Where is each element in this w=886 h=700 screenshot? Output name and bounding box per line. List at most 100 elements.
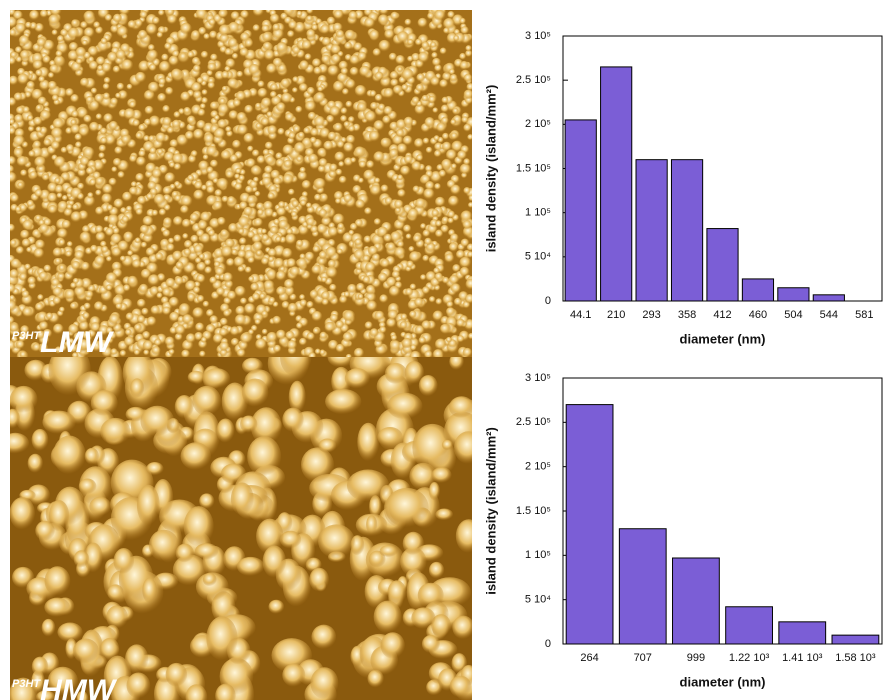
image-grain (348, 125, 355, 132)
image-grain (297, 258, 308, 269)
image-grain (232, 140, 241, 149)
image-grain (269, 600, 285, 614)
image-grain (155, 252, 164, 261)
image-grain (407, 56, 413, 62)
image-grain (65, 250, 72, 257)
image-grain (464, 89, 474, 99)
image-grain (146, 24, 157, 35)
y-tick-label: 2.5 10⁵ (516, 416, 551, 428)
image-grain (255, 103, 262, 110)
image-grain (421, 42, 429, 50)
image-grain (200, 103, 206, 109)
image-grain (254, 218, 263, 227)
image-grain (266, 111, 273, 118)
image-grain (252, 293, 260, 301)
image-grain (328, 132, 337, 141)
image-grain (53, 247, 63, 257)
image-grain (278, 201, 285, 208)
y-tick-label: 3 10⁵ (525, 372, 551, 384)
image-grain (236, 112, 247, 123)
image-grain (248, 256, 255, 263)
image-grain (220, 229, 228, 237)
image-grain (416, 84, 424, 92)
image-grain (345, 101, 352, 108)
image-grain (302, 180, 312, 190)
image-grain (394, 247, 406, 259)
image-grain (365, 262, 376, 273)
image-grain (344, 194, 353, 203)
image-grain (71, 19, 79, 27)
image-grain (54, 177, 61, 184)
image-grain (242, 378, 269, 406)
image-grain (247, 146, 254, 153)
y-tick-label: 1 10⁵ (525, 207, 551, 219)
image-grain (85, 448, 99, 465)
image-grain (74, 550, 90, 568)
bar (779, 622, 826, 644)
image-grain (310, 225, 318, 233)
image-grain (365, 321, 373, 329)
bar (742, 279, 773, 301)
image-grain (468, 195, 475, 202)
image-grain (158, 9, 165, 16)
image-grain (207, 82, 215, 90)
image-grain (47, 193, 58, 204)
image-grain (416, 73, 425, 82)
image-grain (266, 269, 277, 280)
x-tick-label: 999 (687, 652, 705, 664)
image-grain (243, 207, 253, 217)
image-grain (449, 242, 458, 251)
image-grain (196, 8, 208, 20)
image-grain (336, 320, 345, 329)
image-grain (146, 247, 156, 257)
image-grain (38, 96, 47, 105)
image-grain (441, 97, 448, 104)
image-label-main: P3HT (12, 678, 41, 690)
image-grain (162, 117, 172, 127)
image-grain (244, 105, 253, 114)
image-grain (345, 368, 370, 389)
image-grain (467, 251, 474, 258)
image-grain (387, 393, 422, 420)
image-grain (95, 206, 104, 215)
image-grain (15, 23, 26, 34)
image-grain (296, 240, 304, 248)
image-grain (48, 205, 57, 214)
image-grain (35, 521, 55, 541)
image-grain (261, 234, 269, 242)
image-grain (239, 48, 248, 57)
x-tick-label: 707 (634, 652, 652, 664)
image-grain (221, 150, 231, 160)
image-grain (337, 249, 343, 255)
image-grain (375, 7, 381, 13)
image-grain (22, 220, 33, 231)
image-grain (149, 530, 179, 561)
image-grain (121, 59, 133, 71)
image-label-main: P3HT (12, 330, 41, 342)
image-grain (42, 174, 49, 181)
image-grain (418, 52, 429, 63)
image-grain (261, 228, 267, 234)
image-grain (403, 136, 413, 146)
image-grain (9, 295, 15, 301)
image-grain (148, 44, 155, 51)
image-grain (257, 81, 264, 88)
image-grain (132, 259, 141, 268)
image-grain (468, 202, 474, 208)
image-grain (172, 120, 181, 129)
image-grain (338, 161, 344, 167)
image-grain (209, 276, 217, 284)
image-grain (141, 308, 149, 316)
image-grain (225, 48, 233, 56)
image-grain (313, 328, 320, 335)
x-tick-label: 44.1 (570, 309, 591, 321)
image-grain (193, 65, 201, 73)
y-tick-label: 3 10⁵ (525, 30, 551, 42)
image-grain (171, 69, 182, 80)
image-grain (339, 295, 347, 303)
image-grain (22, 106, 30, 114)
image-grain (20, 50, 30, 60)
bar (566, 405, 613, 644)
image-grain (230, 326, 240, 336)
image-grain (213, 201, 223, 211)
